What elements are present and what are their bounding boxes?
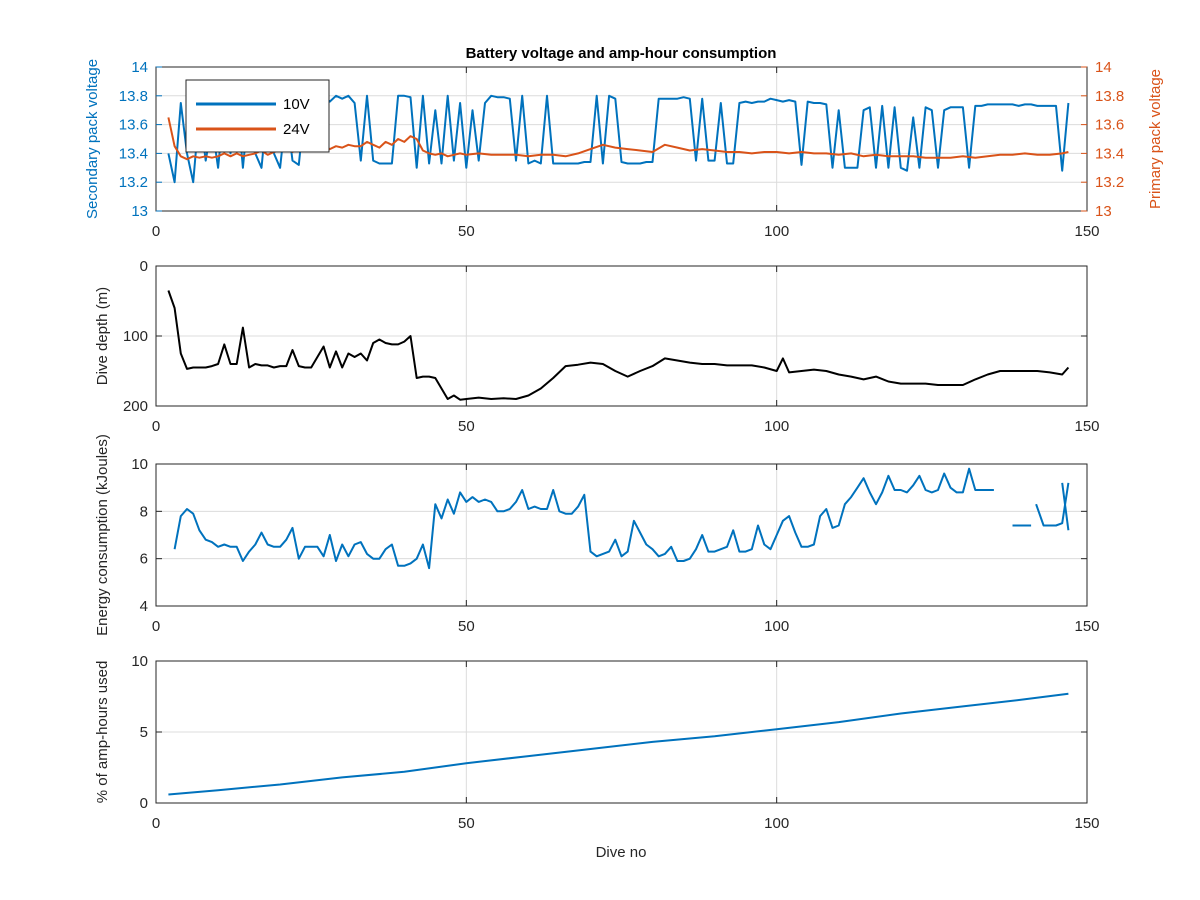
- x-axis-label: Dive no: [596, 844, 647, 861]
- y-axis-label: Energy consumption (kJoules): [94, 434, 111, 636]
- y-axis-label: Secondary pack voltage: [84, 59, 101, 219]
- y-axis-label: Dive depth (m): [94, 287, 111, 385]
- x-tick-label: 100: [764, 418, 789, 435]
- y-right-tick-label: 13.4: [1095, 145, 1124, 162]
- panel-4: 0 50 100 150 0 5 10 % of amp-hours used: [94, 653, 1100, 832]
- plot-area: [168, 692, 1069, 796]
- y-tick-label: 14: [131, 59, 148, 76]
- x-tick-label: 100: [764, 815, 789, 832]
- y-tick-label: 13.6: [119, 117, 148, 134]
- x-tick-label: 50: [458, 418, 475, 435]
- series-1-line: [1061, 482, 1070, 531]
- y-axis-left: 0 5 10: [131, 653, 1087, 812]
- x-tick-label: 0: [152, 223, 160, 240]
- y-right-tick-label: 13: [1095, 203, 1112, 220]
- chart-title: Battery voltage and amp-hour consumption: [466, 45, 777, 62]
- x-tick-label: 100: [764, 223, 789, 240]
- y-axis-label: % of amp-hours used: [94, 661, 111, 804]
- series-1-line: [1035, 482, 1070, 527]
- grid-lines: [156, 661, 1087, 803]
- panel-1: 0 50 100 150 13 13.2 13.4 13.6 13.8 14 Secondary p…: [84, 59, 1164, 240]
- x-tick-label: 150: [1074, 223, 1099, 240]
- y-tick-label: 13.4: [119, 145, 148, 162]
- y-axis-left: 0 100 200: [123, 258, 1087, 415]
- plot-area: [173, 467, 1070, 570]
- plot-area: [167, 290, 1070, 401]
- grid-lines: [156, 464, 1087, 606]
- x-tick-label: 50: [458, 815, 475, 832]
- x-tick-label: 0: [152, 815, 160, 832]
- y-tick-label: 10: [131, 456, 148, 473]
- panel-3: 0 50 100 150 4 6 8 10 Energy consumption (kJoule…: [94, 434, 1100, 636]
- axes-box: [155, 66, 1088, 212]
- y-right-tick-label: 14: [1095, 59, 1112, 76]
- x-tick-label: 100: [764, 618, 789, 635]
- x-axis: 0 50 100 150: [152, 266, 1100, 435]
- y-axis-right: 13 13.2 13.4 13.6 13.8 14: [1081, 59, 1124, 220]
- legend-label-24V: 24V: [283, 121, 310, 138]
- y-right-tick-label: 13.6: [1095, 117, 1124, 134]
- x-tick-label: 50: [458, 223, 475, 240]
- x-tick-label: 150: [1074, 418, 1099, 435]
- x-axis: 0 50 100 150: [152, 67, 1100, 240]
- y-tick-label: 8: [140, 503, 148, 520]
- y-tick-label: 200: [123, 398, 148, 415]
- legend-label-10V: 10V: [283, 96, 310, 113]
- y-tick-label: 13.2: [119, 174, 148, 191]
- x-tick-label: 0: [152, 418, 160, 435]
- y-tick-label: 5: [140, 724, 148, 741]
- y-tick-label: 0: [140, 795, 148, 812]
- series-1-line: [173, 467, 994, 570]
- x-tick-label: 150: [1074, 815, 1099, 832]
- x-tick-label: 0: [152, 618, 160, 635]
- y-tick-label: 4: [140, 598, 148, 615]
- y-tick-label: 100: [123, 328, 148, 345]
- y-right-tick-label: 13.8: [1095, 88, 1124, 105]
- x-axis: 0 50 100 150: [152, 464, 1100, 635]
- legend-box: [185, 79, 330, 153]
- x-tick-label: 150: [1074, 618, 1099, 635]
- grid-lines: [156, 266, 1087, 406]
- series-1-line: [168, 692, 1069, 796]
- y-tick-label: 13: [131, 203, 148, 220]
- axes-box: [155, 463, 1088, 607]
- x-tick-label: 50: [458, 618, 475, 635]
- series-24V-line: [167, 117, 1069, 161]
- x-axis: 0 50 100 150: [152, 661, 1100, 832]
- y-tick-label: 0: [140, 258, 148, 275]
- y-tick-label: 6: [140, 551, 148, 568]
- y-right-tick-label: 13.2: [1095, 174, 1124, 191]
- series-1-line: [167, 290, 1070, 401]
- y-axis-left: 4 6 8 10: [131, 456, 1087, 615]
- y-tick-label: 13.8: [119, 88, 148, 105]
- y-axis-right-label: Primary pack voltage: [1147, 69, 1164, 209]
- y-tick-label: 10: [131, 653, 148, 670]
- y-axis-left: 13 13.2 13.4 13.6 13.8 14: [119, 59, 162, 220]
- panel-2: 0 50 100 150 0 100 200 Dive depth (m): [94, 258, 1100, 435]
